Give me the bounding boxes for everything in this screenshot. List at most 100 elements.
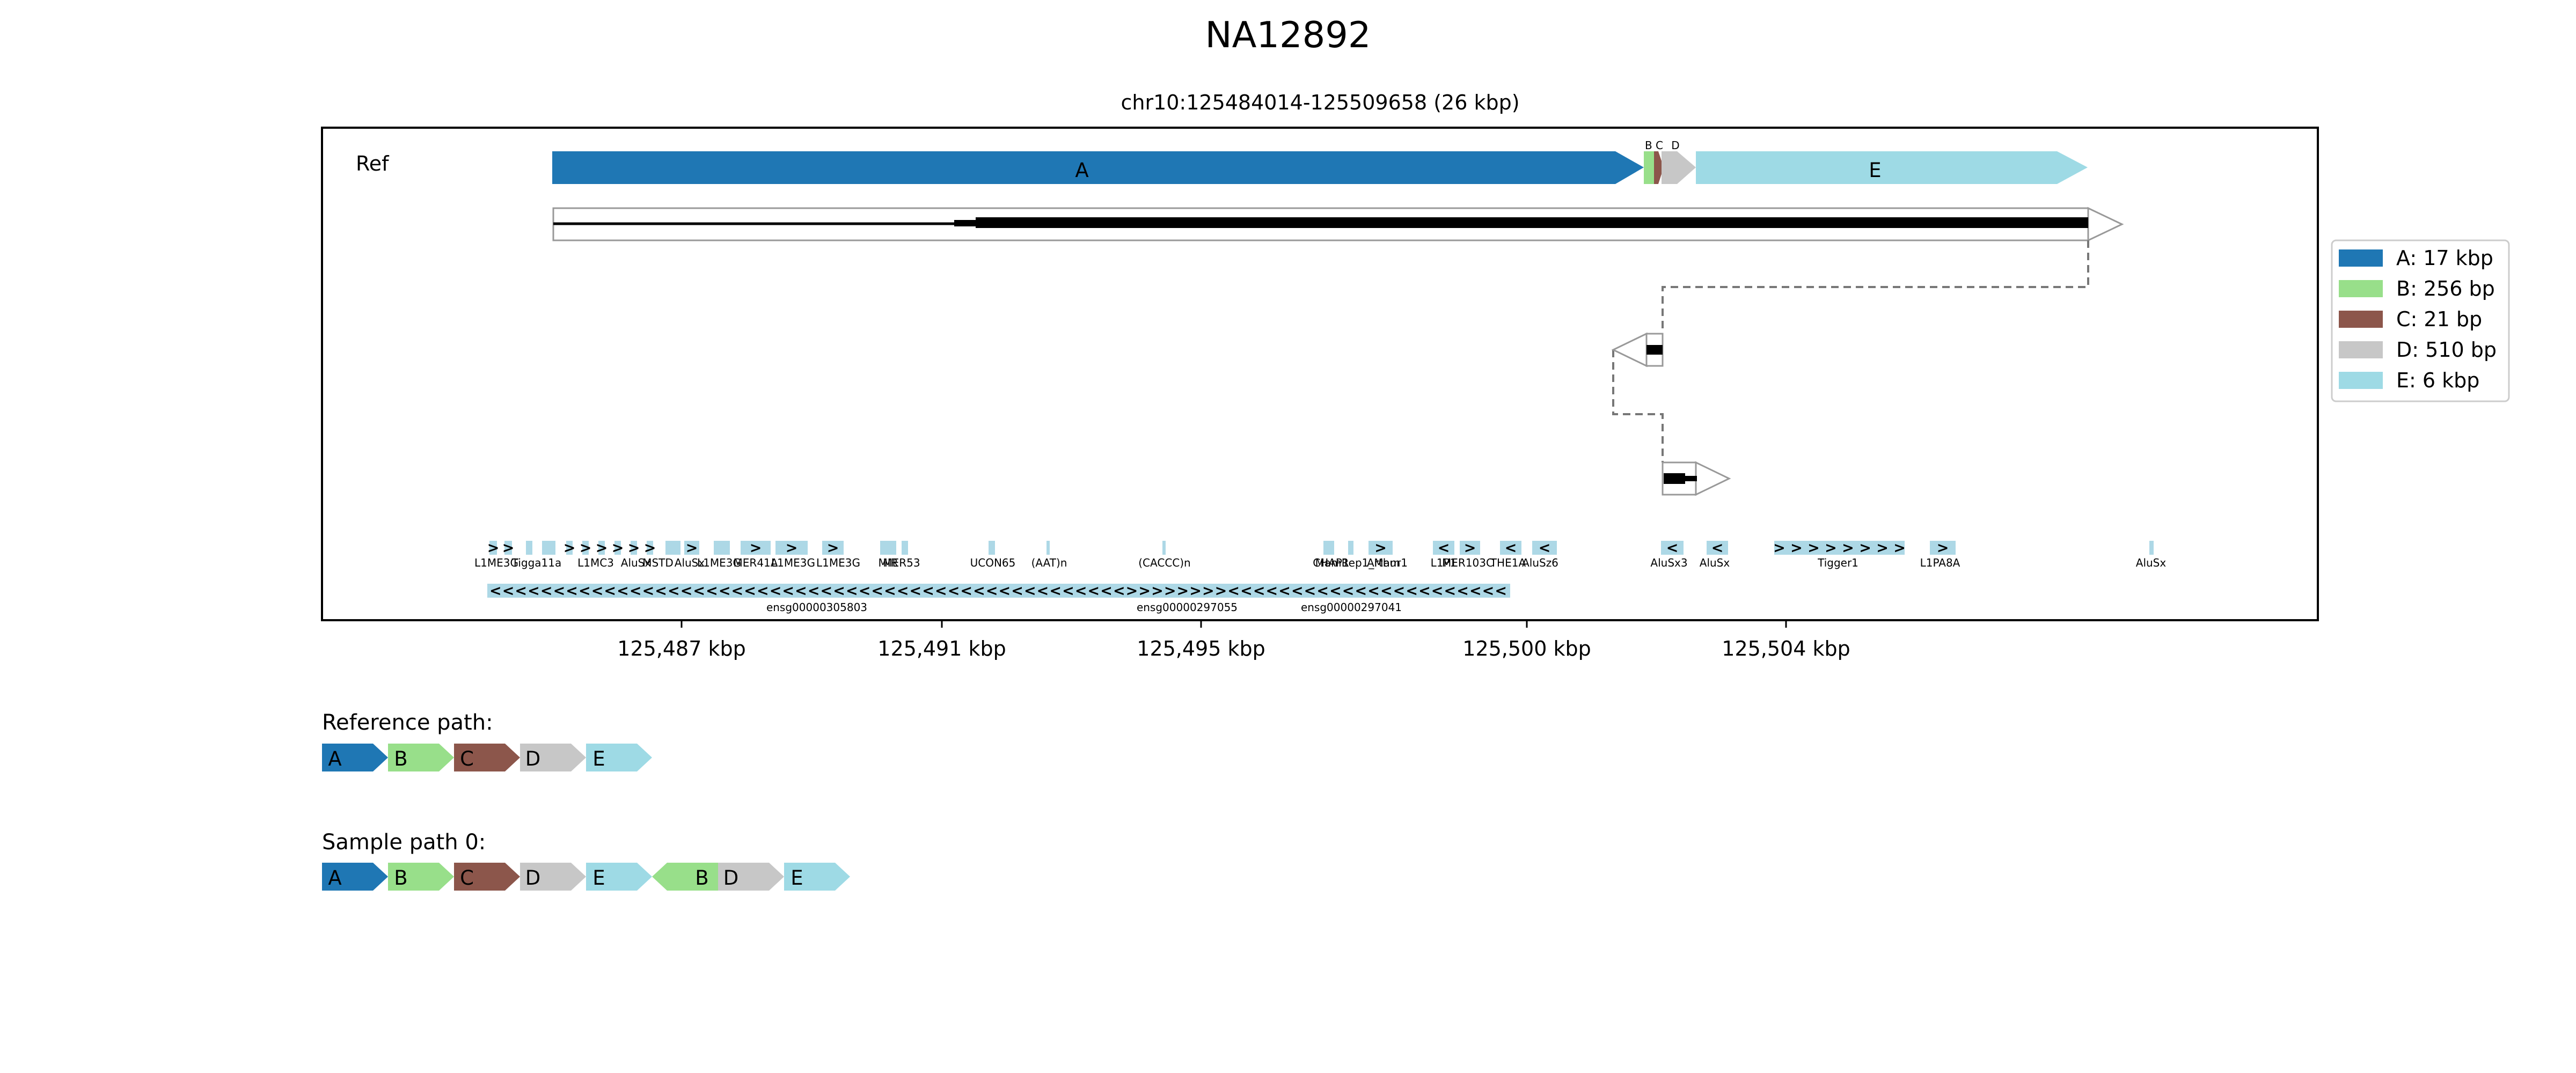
repeat-label: L1ME3G (697, 556, 741, 569)
repeat-element (665, 541, 680, 555)
transcript-reverse (1611, 332, 1664, 368)
track-label: Ref (356, 152, 390, 175)
repeat-strand-marker: < (1505, 540, 1517, 556)
path-segment-label: E (592, 747, 605, 770)
repeat-label: Tigger1 (1817, 556, 1858, 569)
repeat-strand-marker: > (1464, 540, 1476, 556)
block-D-arrow (1662, 151, 1696, 184)
repeat-strand-marker: > (1374, 540, 1387, 556)
gene-label: ensg00000305803 (766, 601, 867, 614)
path-segment-E (784, 863, 850, 891)
x-tick-label: 125,487 kbp (617, 637, 745, 660)
repeat-label: Tigga11a (511, 556, 562, 569)
repeat-element (1046, 541, 1050, 555)
repeat-strand-marker: > (686, 540, 698, 556)
repeat-label: L1ME3G (474, 556, 518, 569)
path-segment-E (586, 744, 652, 771)
repeat-element (489, 541, 497, 555)
legend-label-A: A: 17 kbp (2396, 246, 2493, 270)
repeat-element (614, 541, 621, 555)
repeat-element (631, 541, 637, 555)
path-segment-C (454, 744, 520, 771)
repeat-label: AluSx3 (1650, 556, 1687, 569)
gene-track: <<<<<<<<<<<<<<<<<<<<<<<<<<<<<<<<<<<<<<<<… (487, 583, 1510, 614)
repeat-strand-marker: > > > > > > > > (1773, 540, 1906, 556)
repeat-strand-marker: > (750, 540, 762, 556)
repeat-element (1368, 541, 1393, 555)
repeat-strand-marker: < (1438, 540, 1450, 556)
path-segment-label: D (525, 747, 541, 770)
path-segment-D (520, 863, 586, 891)
legend: A: 17 kbp B: 256 bp C: 21 bp D: 510 bp E: 6 … (2331, 239, 2510, 402)
path-segment-label: A (328, 747, 341, 770)
repeat-track: > > > > > > > > > > > > > < > < < < < > > > > > > > > >L1ME3… (474, 540, 2166, 569)
x-tick-label: 125,500 kbp (1462, 637, 1591, 660)
repeat-element (566, 541, 573, 555)
repeat-element (1930, 541, 1956, 555)
block-E-arrow (1696, 151, 2088, 184)
path-segment-D (520, 744, 586, 771)
path-segment-D (718, 863, 784, 891)
repeat-label: AluSx (621, 556, 652, 569)
path-segment-label: B (695, 866, 708, 890)
legend-swatch-D (2339, 341, 2383, 358)
path-segment-A (322, 863, 388, 891)
repeat-element (1460, 541, 1480, 555)
path-segment-label: C (460, 747, 474, 770)
repeat-label: MER53 (883, 556, 920, 569)
repeat-element (684, 541, 699, 555)
plot-frame (321, 127, 2319, 621)
repeat-label: AluSz6 (1522, 556, 1558, 569)
block-D-small-label: D (1671, 139, 1679, 152)
block-BC-small-label: B C (1645, 139, 1663, 152)
gene-label: ensg00000297041 (1301, 601, 1402, 614)
gene-strand-markers: <<<<<<<<<<<<<<<<<<<<<<<<<<<<<<<<<<<<<<<<… (489, 583, 1507, 599)
repeat-element (775, 541, 808, 555)
gene-label: ensg00000297055 (1137, 601, 1238, 614)
reference-path: A B C D E (322, 744, 652, 771)
repeat-label: MER103C (1442, 556, 1494, 569)
repeat-element (582, 541, 589, 555)
path-segment-B (388, 744, 454, 771)
repeat-element (2149, 541, 2154, 555)
connector-1 (1662, 240, 2089, 333)
path-segment-label: B (394, 866, 407, 890)
repeat-label: AluSx (2136, 556, 2167, 569)
legend-swatch-A (2339, 249, 2383, 267)
gene-bar (487, 584, 1510, 598)
figure-title: NA12892 (1205, 14, 1371, 56)
repeat-element (1348, 541, 1353, 555)
repeat-label: L1ME3G (816, 556, 860, 569)
block-A-label: A (1075, 159, 1088, 182)
path-segment-label: D (723, 866, 739, 890)
repeat-label: UCON65 (970, 556, 1016, 569)
path-segment-B (652, 863, 718, 891)
repeat-label: AluSx (675, 556, 705, 569)
repeat-label: MamRep1_Mam (1315, 556, 1401, 569)
transcript-lower (1662, 461, 1731, 496)
repeat-element (526, 541, 532, 555)
repeat-label: L1MC3 (577, 556, 614, 569)
repeat-strand-marker: > (502, 540, 515, 556)
repeat-label: THE1A (1490, 556, 1526, 569)
repeat-strand-marker: > (644, 540, 656, 556)
repeat-element (1433, 541, 1454, 555)
repeat-element (1661, 541, 1684, 555)
repeat-label: MIR (878, 556, 898, 569)
repeat-element (822, 541, 844, 555)
repeat-strand-marker: > (612, 540, 624, 556)
path-segment-label: C (460, 866, 474, 890)
block-A-arrow (552, 151, 1644, 184)
repeat-label: (CACCC)n (1138, 556, 1190, 569)
sample-path-title: Sample path 0: (322, 830, 486, 855)
path-segment-C (454, 863, 520, 891)
legend-swatch-E (2339, 372, 2383, 389)
repeat-label: CHAP1 (1313, 556, 1349, 569)
repeat-label: MSTD (642, 556, 674, 569)
path-segment-label: E (592, 866, 605, 890)
connector-2 (1612, 350, 1664, 462)
repeat-strand-marker: > (786, 540, 798, 556)
path-segment-label: D (525, 866, 541, 890)
